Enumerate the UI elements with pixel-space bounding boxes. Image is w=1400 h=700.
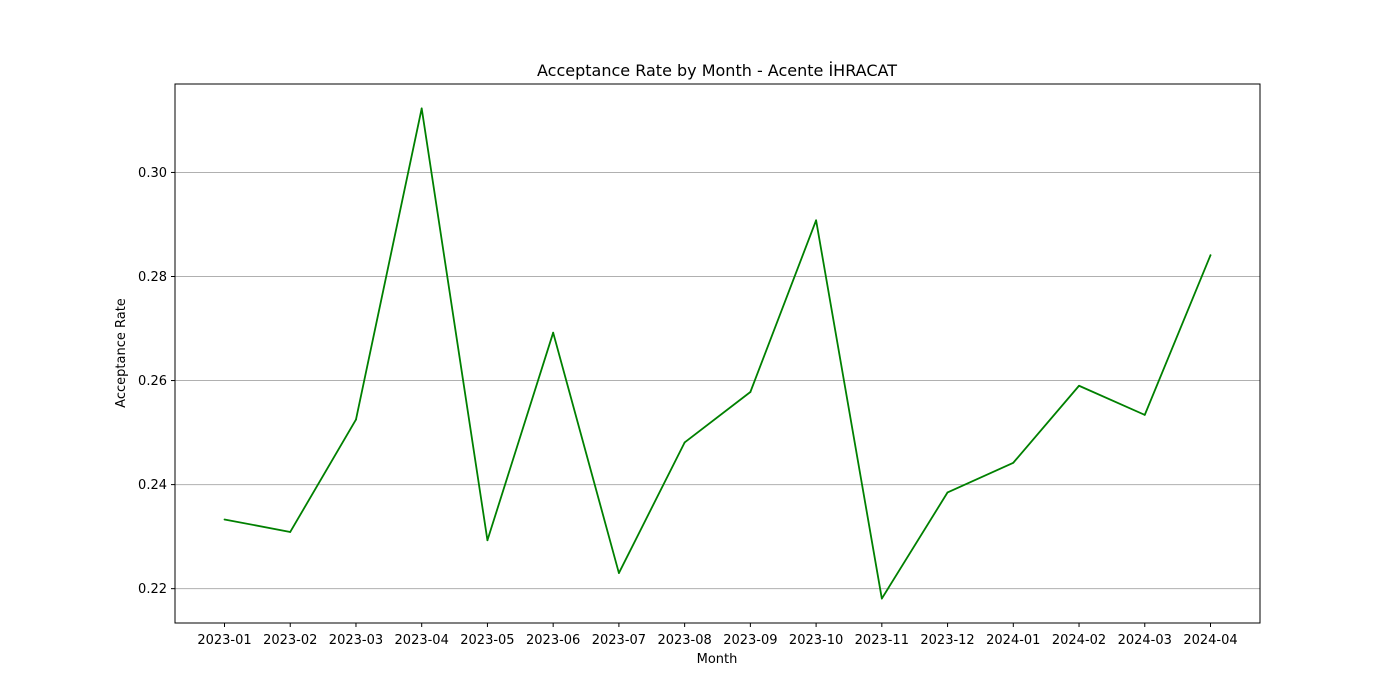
data-point [223,518,226,521]
x-tick-label: 2023-10 [789,633,843,648]
data-point [1012,461,1015,464]
x-tick-label: 2023-04 [395,633,449,648]
data-point [355,418,357,421]
x-axis: 2023-01 2023-02 2023-03 2023-04 2023-05 2023-… [197,623,1238,648]
data-point [683,441,686,444]
x-tick-label: 2023-08 [657,633,711,648]
plot-frame [174,83,1261,624]
x-tick-label: 2024-02 [1052,633,1106,648]
data-point [946,491,949,494]
y-tick-label: 0.22 [138,582,167,597]
x-tick-label: 2023-07 [592,633,646,648]
x-tick-label: 2023-03 [329,633,383,648]
y-tick-label: 0.26 [138,374,167,389]
x-tick-label: 2023-02 [263,633,317,648]
data-point [289,531,292,533]
x-tick-label: 2023-05 [460,633,514,648]
y-axis-label: Acceptance Rate [114,298,129,408]
x-tick-label: 2023-06 [526,633,580,648]
chart-title: Acceptance Rate by Month - Acente İHRACA… [537,61,897,80]
data-point [1209,254,1212,257]
x-tick-label: 2024-03 [1118,633,1172,648]
data-point [618,572,620,574]
x-tick-label: 2023-01 [197,633,251,648]
y-tick-label: 0.30 [138,166,167,181]
data-point [749,391,752,393]
y-tick-label: 0.24 [138,478,167,493]
x-tick-label: 2023-09 [723,633,777,648]
data-point [815,219,817,222]
data-point [880,597,883,600]
data-point [420,107,423,110]
data-point [486,539,489,542]
x-tick-label: 2024-04 [1183,633,1237,648]
x-tick-label: 2023-11 [855,633,909,648]
x-tick-label: 2023-12 [920,633,974,648]
y-axis: 0.22 0.24 0.26 0.28 0.30 [138,166,175,597]
x-axis-label: Month [697,652,738,667]
series-group [223,107,1212,600]
data-point [1078,384,1080,387]
y-tick-label: 0.28 [138,270,167,285]
x-tick-label: 2024-01 [986,633,1040,648]
series-line [224,107,1212,600]
gridlines [175,171,1260,590]
data-point [552,331,555,334]
data-point [1143,413,1146,416]
